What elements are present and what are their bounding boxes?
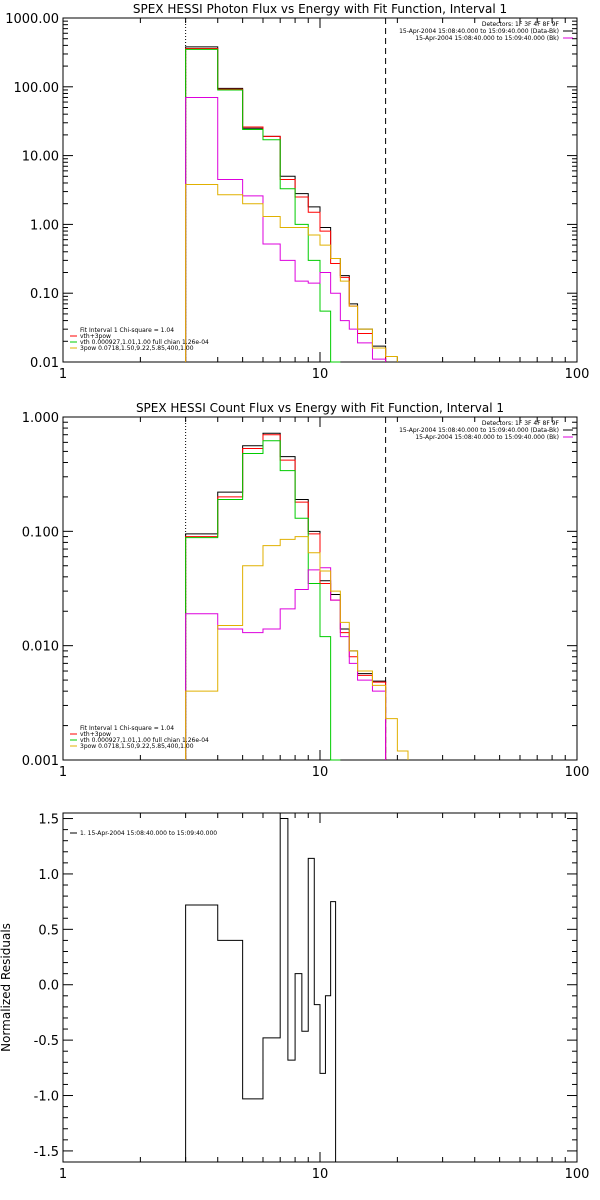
histogram-series-1 (185, 432, 387, 760)
y-tick-label: 1.00 (30, 218, 59, 233)
x-tick-label: 1 (59, 367, 67, 382)
chart-title: SPEX HESSI Photon Flux vs Energy with Fi… (133, 2, 507, 16)
y-tick-label: 100.00 (14, 81, 60, 96)
x-tick-label: 100 (565, 1167, 590, 1182)
x-tick-label: 1 (59, 1167, 67, 1182)
chart-title: SPEX HESSI Count Flux vs Energy with Fit… (136, 401, 504, 415)
y-tick-label: 0.01 (30, 356, 59, 371)
x-tick-label: 100 (565, 765, 590, 780)
chart-panel-1: SPEX HESSI Photon Flux vs Energy with Fi… (5, 2, 589, 382)
histogram-series-2 (185, 434, 387, 760)
y-tick-label: 0.0 (38, 979, 59, 994)
histogram-series-5 (185, 184, 398, 362)
legend-entry: vth+3pow (80, 731, 111, 738)
y-tick-label: 1000.00 (5, 12, 59, 27)
x-tick-label: 10 (312, 367, 329, 382)
histogram-series-3 (185, 48, 341, 363)
y-axis-label: Normalized Residuals (0, 923, 13, 1052)
histogram-series-3 (185, 440, 341, 761)
legend-entry: Fit Interval 1 Chi-square = 1.04 (80, 725, 174, 732)
legend-entry: Fit Interval 1 Chi-square = 1.04 (80, 327, 174, 334)
x-tick-label: 10 (312, 1167, 329, 1182)
header-annotation: Detectors: 1F 3F 4F 8F 9F (482, 420, 560, 427)
plot-frame (62, 812, 578, 1163)
legend-entry: vth 0.000927,1.01,1.00 full chian 1.26e-… (80, 737, 209, 744)
chart-panel-2: SPEX HESSI Count Flux vs Energy with Fit… (22, 401, 590, 780)
histogram-series-1 (185, 818, 337, 1162)
histogram-series-2 (185, 48, 387, 362)
histogram-series-5 (185, 536, 409, 760)
y-tick-label: 0.100 (22, 525, 59, 540)
y-tick-label: 10.00 (22, 150, 59, 165)
legend-entry: 1. 15-Apr-2004 15:08:40.000 to 15:09:40.… (80, 830, 217, 837)
legend-entry: 3pow 0.0718,1.50,9.22,5.85,400,1.00 (80, 743, 194, 750)
y-tick-label: 0.001 (22, 754, 59, 769)
chart-panel-3: Normalized Residuals 1 10 100 -1.5 -1.0 -0.5 0.… (0, 812, 590, 1182)
header-annotation: 15-Apr-2004 15:08:40.000 to 15:09:40.000… (415, 434, 559, 441)
x-tick-label: 1 (59, 765, 67, 780)
y-tick-label: -1.5 (34, 1145, 59, 1160)
header-annotation: Detectors: 1F 3F 4F 8F 9F (482, 21, 560, 28)
histogram-series-4 (185, 96, 387, 362)
header-annotation: 15-Apr-2004 15:08:40.000 to 15:09:40.000… (415, 35, 559, 42)
legend-entry: vth+3pow (80, 333, 111, 340)
y-tick-label: 0.010 (22, 640, 59, 655)
histogram-series-1 (185, 46, 387, 362)
x-tick-label: 100 (565, 367, 590, 382)
legend-entry: 3pow 0.0718,1.50,9.22,5.85,400,1.00 (80, 345, 194, 352)
header-annotation: 15-Apr-2004 15:08:40.000 to 15:09:40.000… (399, 28, 559, 35)
x-tick-label: 10 (312, 765, 329, 780)
y-tick-label: 1.000 (22, 411, 59, 426)
header-annotation: 15-Apr-2004 15:08:40.000 to 15:09:40.000… (399, 427, 559, 434)
histogram-series-4 (185, 567, 387, 760)
y-tick-label: 0.10 (30, 287, 59, 302)
legend-entry: vth 0.000927,1.01,1.00 full chian 1.26e-… (80, 339, 209, 346)
y-tick-label: -1.0 (34, 1090, 59, 1105)
y-tick-label: 1.0 (38, 868, 59, 883)
y-tick-label: 1.5 (38, 813, 59, 828)
y-tick-label: 0.5 (38, 923, 59, 938)
y-tick-label: -0.5 (34, 1034, 59, 1049)
